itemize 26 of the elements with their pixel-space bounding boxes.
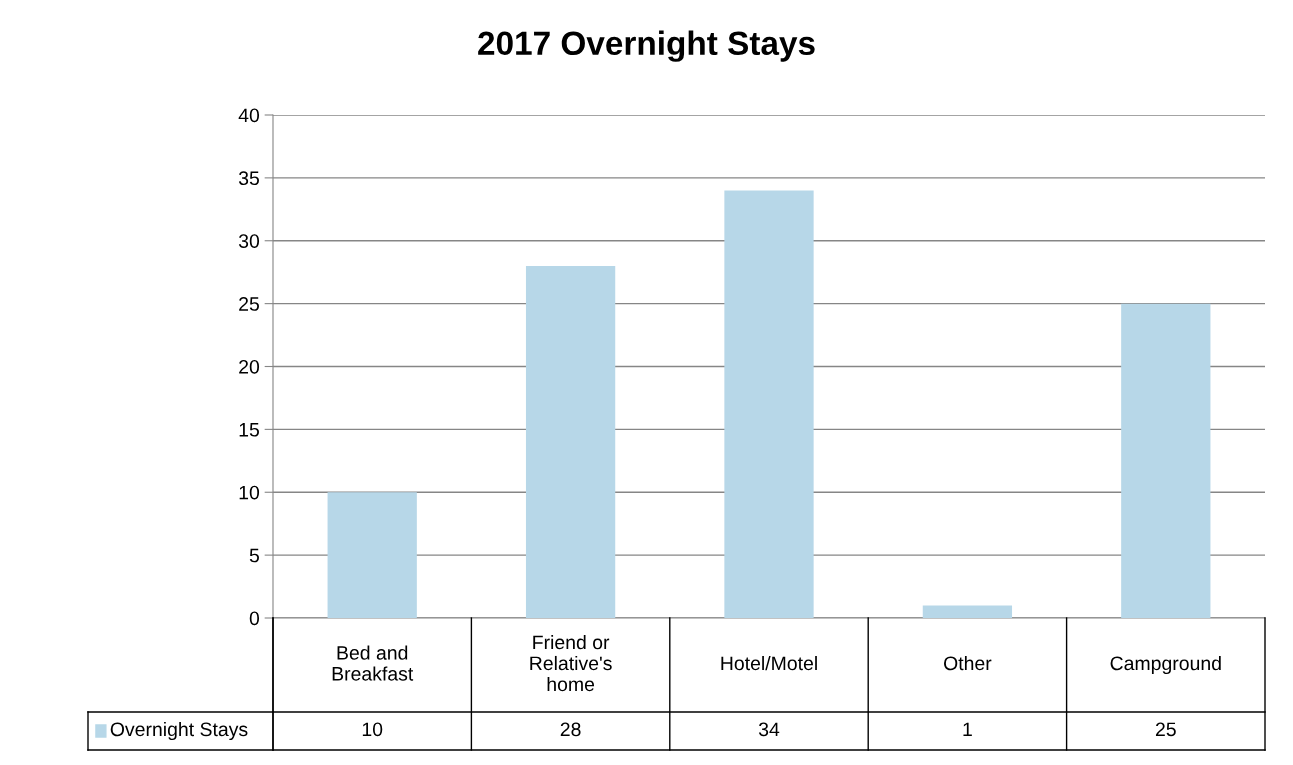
x-tick-label: Hotel/Motel [721,655,817,671]
y-tick-label: 25 [239,297,259,311]
x-tick-label: Campground [1110,655,1221,675]
bar [327,492,417,618]
x-tick-label: Bed and Breakfast [332,645,414,681]
y-tick-label: 30 [238,234,260,248]
y-tick-label: 35 [238,171,259,186]
bar [922,605,1013,618]
data-label: 25 [1155,722,1176,737]
y-tick-label: 10 [239,485,260,500]
y-tick-label: 20 [239,359,260,374]
data-label: 28 [560,722,581,737]
bar [724,190,814,618]
bar [525,265,616,618]
data-label: 1 [963,722,972,737]
x-tick-label: Friend or Relative's home [530,634,612,692]
data-label: 10 [362,722,383,737]
legend-label: Overnight Stays [110,721,248,741]
chart-title: 2017 Overnight Stays [478,30,815,62]
bar [1121,303,1211,618]
y-tick-label: 5 [249,548,259,563]
x-tick-label: Other [944,655,992,671]
data-label: 34 [758,722,780,737]
y-tick-label: 40 [238,108,260,123]
y-tick-label: 0 [249,611,260,626]
y-tick-label: 15 [239,423,259,437]
